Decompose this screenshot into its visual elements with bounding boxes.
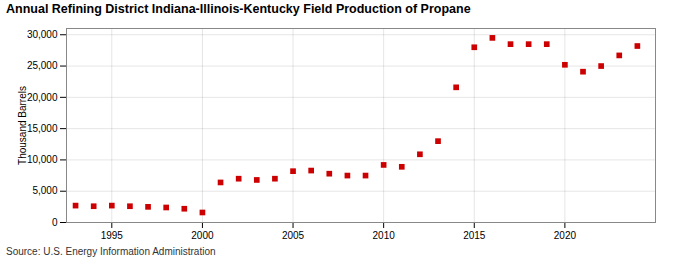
svg-text:2020: 2020 — [554, 230, 577, 241]
svg-text:15,000: 15,000 — [27, 123, 58, 134]
svg-text:30,000: 30,000 — [27, 29, 58, 40]
html-text:Source: U.S. Energy Informatio: Source: U.S. Energy Information Administ… — [6, 246, 216, 257]
svg-text:0: 0 — [52, 217, 58, 228]
svg-text:Thousand Barrels: Thousand Barrels — [17, 86, 28, 165]
svg-text:10,000: 10,000 — [27, 154, 58, 165]
svg-text:5,000: 5,000 — [32, 185, 57, 196]
svg-text:2015: 2015 — [463, 230, 486, 241]
svg-text:2000: 2000 — [191, 230, 214, 241]
svg-text:2005: 2005 — [282, 230, 305, 241]
svg-text:2010: 2010 — [373, 230, 396, 241]
svg-text:20,000: 20,000 — [27, 92, 58, 103]
html-text:Annual Refining District India: Annual Refining District Indiana-Illinoi… — [6, 2, 471, 16]
svg-text:25,000: 25,000 — [27, 60, 58, 71]
svg-text:1995: 1995 — [101, 230, 124, 241]
